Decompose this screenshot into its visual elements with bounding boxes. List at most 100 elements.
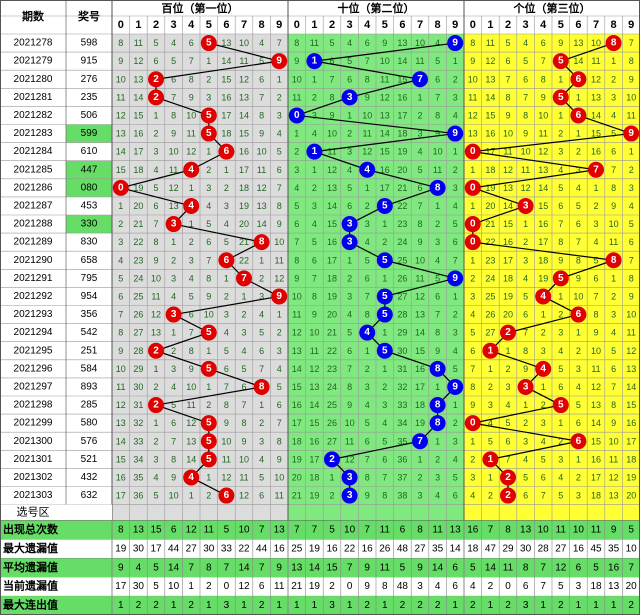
ball-digit: 2	[153, 92, 159, 103]
omission-value: 16	[327, 237, 337, 247]
omission-value: 6	[294, 219, 299, 229]
omission-value: 9	[523, 129, 528, 139]
ball-digit: 6	[576, 110, 582, 121]
omission-value: 7	[259, 92, 264, 102]
stat-value: 13	[520, 525, 532, 536]
stat-value: 8	[382, 581, 388, 592]
omission-value: 1	[417, 92, 422, 102]
ball-digit: 8	[259, 381, 265, 392]
omission-value: 23	[485, 255, 495, 265]
omission-value: 10	[292, 291, 302, 301]
omission-value: 19	[327, 291, 337, 301]
omission-value: 5	[593, 255, 598, 265]
omission-value: 8	[189, 346, 194, 356]
omission-value: 1	[470, 255, 475, 265]
omission-value: 4	[488, 418, 493, 428]
omission-value: 5	[153, 491, 158, 501]
omission-value: 9	[171, 472, 176, 482]
number-highlight	[66, 160, 112, 179]
omission-value: 2	[224, 291, 229, 301]
omission-value: 8	[224, 400, 229, 410]
stat-value: 21	[291, 581, 303, 592]
omission-value: 18	[221, 129, 231, 139]
omission-value: 5	[347, 328, 352, 338]
ball-digit: 3	[347, 237, 353, 248]
omission-value: 14	[591, 418, 601, 428]
omission-value: 4	[171, 291, 176, 301]
omission-value: 17	[309, 454, 319, 464]
group-header: 百位（第一位）	[162, 1, 239, 15]
omission-value: 8	[118, 38, 123, 48]
trend-line	[155, 96, 209, 117]
stat-value: 15	[326, 562, 338, 573]
omission-value: 4	[153, 472, 158, 482]
ball-marker	[552, 89, 569, 106]
omission-value: 2	[241, 310, 246, 320]
omission-value: 9	[541, 92, 546, 102]
omission-value: 13	[221, 38, 231, 48]
omission-value: 1	[576, 92, 581, 102]
omission-value: 1	[558, 110, 563, 120]
ball-digit: 6	[224, 146, 230, 157]
omission-value: 13	[591, 400, 601, 410]
omission-value: 8	[629, 56, 634, 66]
omission-value: 16	[380, 165, 390, 175]
omission-value: 30	[397, 346, 407, 356]
omission-value: 11	[257, 165, 266, 175]
omission-value: 7	[118, 310, 123, 320]
omission-value: 2	[558, 436, 563, 446]
omission-value: 19	[292, 454, 302, 464]
stat-value: 6	[259, 581, 265, 592]
omission-value: 3	[593, 219, 598, 229]
ball-marker	[376, 252, 393, 269]
omission-value: 13	[151, 328, 161, 338]
trend-line	[296, 96, 350, 117]
omission-value: 1	[488, 364, 493, 374]
omission-value: 5	[365, 418, 370, 428]
ball-digit: 8	[611, 255, 617, 266]
stat-value: 8	[523, 562, 529, 573]
ball-digit: 8	[435, 400, 441, 411]
omission-value: 4	[523, 454, 528, 464]
omission-value: 6	[611, 147, 616, 157]
omission-value: 3	[558, 328, 563, 338]
omission-value: 1	[629, 147, 634, 157]
omission-value: 12	[609, 472, 619, 482]
omission-value: 1	[277, 310, 282, 320]
omission-value: 10	[274, 472, 284, 482]
omission-value: 2	[189, 237, 194, 247]
ball-marker	[552, 53, 569, 70]
ball-digit: 6	[576, 436, 582, 447]
stat-value: 1	[488, 600, 494, 611]
omission-value: 5	[241, 364, 246, 374]
omission-value: 9	[558, 38, 563, 48]
omission-value: 6	[611, 364, 616, 374]
ball-marker	[183, 161, 200, 178]
omission-value: 5	[523, 56, 528, 66]
omission-value: 24	[485, 273, 495, 283]
omission-value: 14	[626, 382, 636, 392]
stat-value: 2	[206, 581, 212, 592]
omission-value: 7	[365, 454, 370, 464]
stat-value: 7	[259, 562, 265, 573]
stat-value: 45	[590, 543, 602, 554]
omission-value: 5	[558, 364, 563, 374]
omission-value: 14	[415, 328, 425, 338]
omission-value: 4	[347, 38, 352, 48]
omission-value: 9	[118, 346, 123, 356]
ball-digit: 7	[593, 164, 599, 175]
draw-number: 356	[81, 309, 98, 320]
stat-value: 14	[309, 562, 321, 573]
stat-value: 35	[432, 543, 444, 554]
omission-value: 3	[541, 418, 546, 428]
omission-value: 12	[274, 273, 284, 283]
omission-value: 17	[626, 436, 636, 446]
omission-value: 5	[294, 201, 299, 211]
omission-value: 9	[576, 273, 581, 283]
omission-value: 9	[153, 255, 158, 265]
omission-value: 10	[591, 346, 601, 356]
omission-value: 2	[488, 382, 493, 392]
omission-value: 1	[593, 183, 598, 193]
omission-value: 3	[470, 472, 475, 482]
omission-value: 13	[415, 310, 425, 320]
